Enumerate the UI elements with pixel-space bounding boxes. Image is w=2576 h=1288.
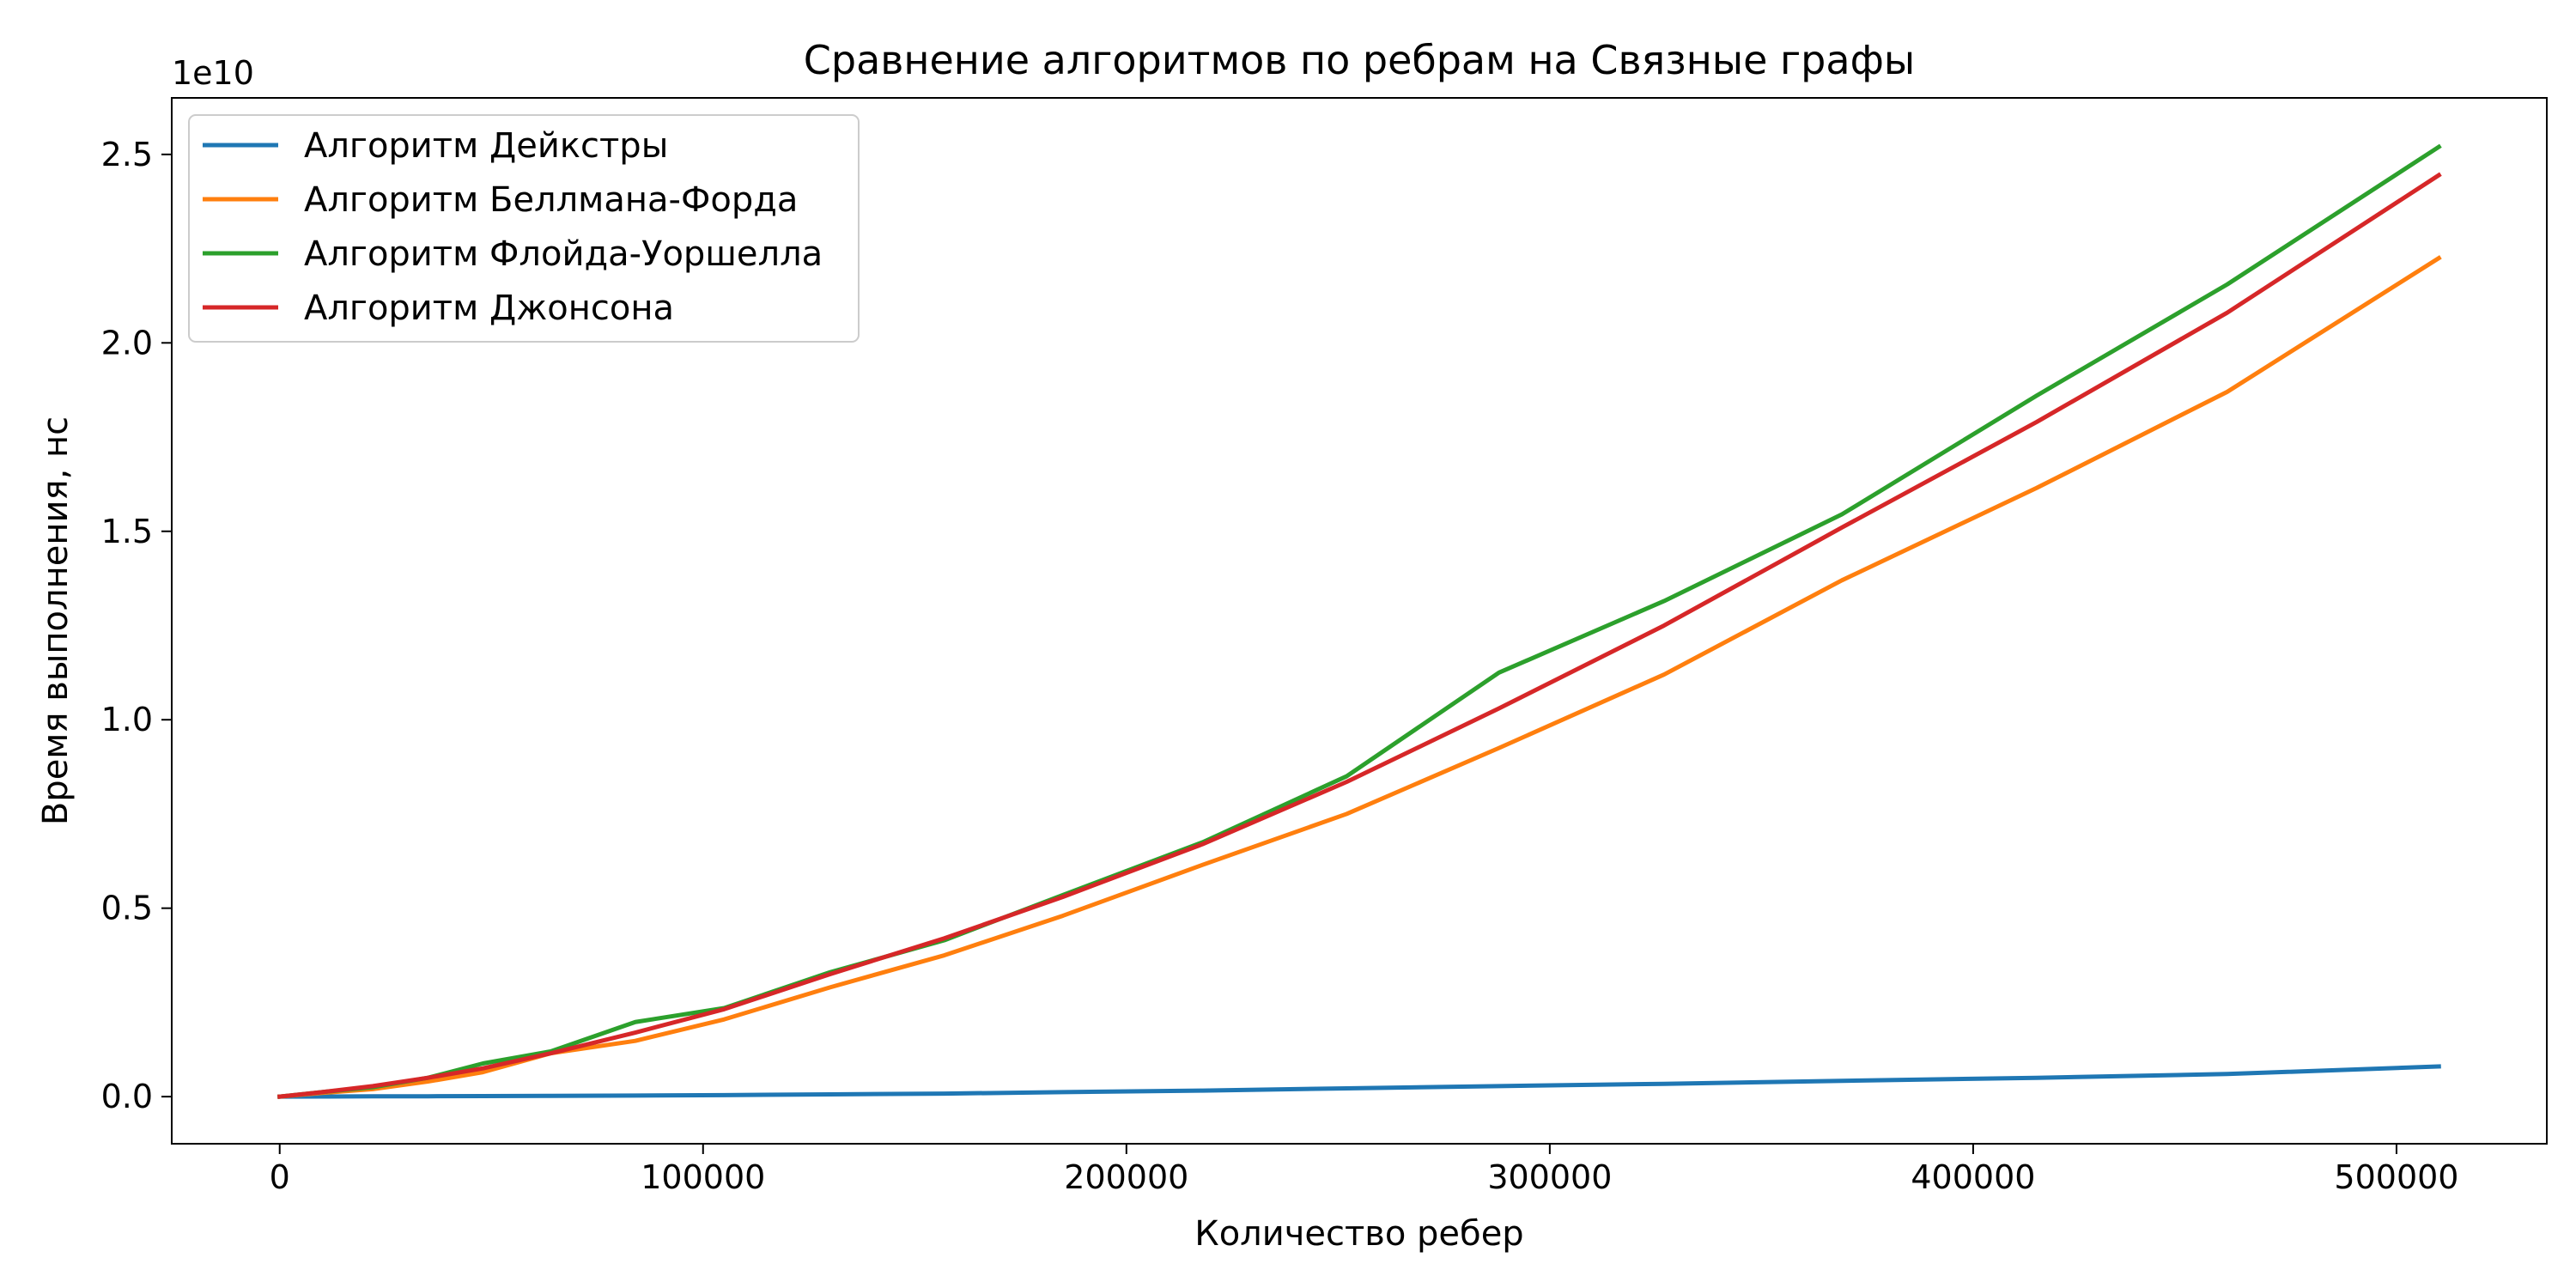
series-layer [276, 143, 2442, 1099]
y-axis-label: Время выполнения, нс [36, 416, 76, 825]
legend-label-3: Алгоритм Джонсона [304, 289, 674, 328]
legend-label-0: Алгоритм Дейкстры [304, 126, 668, 166]
legend-label-1: Алгоритм Беллмана-Форда [304, 180, 798, 220]
x-tick-label: 500000 [2334, 1158, 2458, 1196]
y-tick-label: 1.0 [101, 701, 153, 738]
series-line-3 [276, 172, 2442, 1099]
x-tick-label: 400000 [1911, 1158, 2035, 1196]
series-line-0 [277, 1064, 2441, 1099]
y-tick-label: 0.0 [101, 1078, 153, 1115]
legend-box [188, 114, 860, 343]
y-tick-label: 2.5 [101, 136, 153, 173]
x-tick-label: 100000 [641, 1158, 765, 1196]
legend-label-2: Алгоритм Флойда-Уоршелла [304, 234, 823, 274]
x-tick-label: 200000 [1064, 1158, 1188, 1196]
y-tick-label: 1.5 [101, 513, 153, 550]
legend: Алгоритм Дейкстры Алгоритм Беллмана-Форда… [188, 114, 860, 343]
x-tick-label: 0 [270, 1158, 290, 1196]
x-tick-label: 300000 [1487, 1158, 1612, 1196]
y-axis: 0.0 0.5 1.0 1.5 2.0 2.5 [101, 136, 172, 1115]
chart-title: Сравнение алгоритмов по ребрам на Связны… [804, 37, 1915, 83]
plot-area-frame [171, 97, 2548, 1145]
x-axis-label: Количество ребер [1194, 1214, 1523, 1254]
y-tick-label: 0.5 [101, 890, 153, 927]
x-axis: 0 100000 200000 300000 400000 500000 [270, 1144, 2458, 1196]
series-line-1 [277, 255, 2442, 1099]
y-offset-label: 1e10 [172, 54, 254, 92]
y-tick-label: 2.0 [101, 324, 153, 361]
